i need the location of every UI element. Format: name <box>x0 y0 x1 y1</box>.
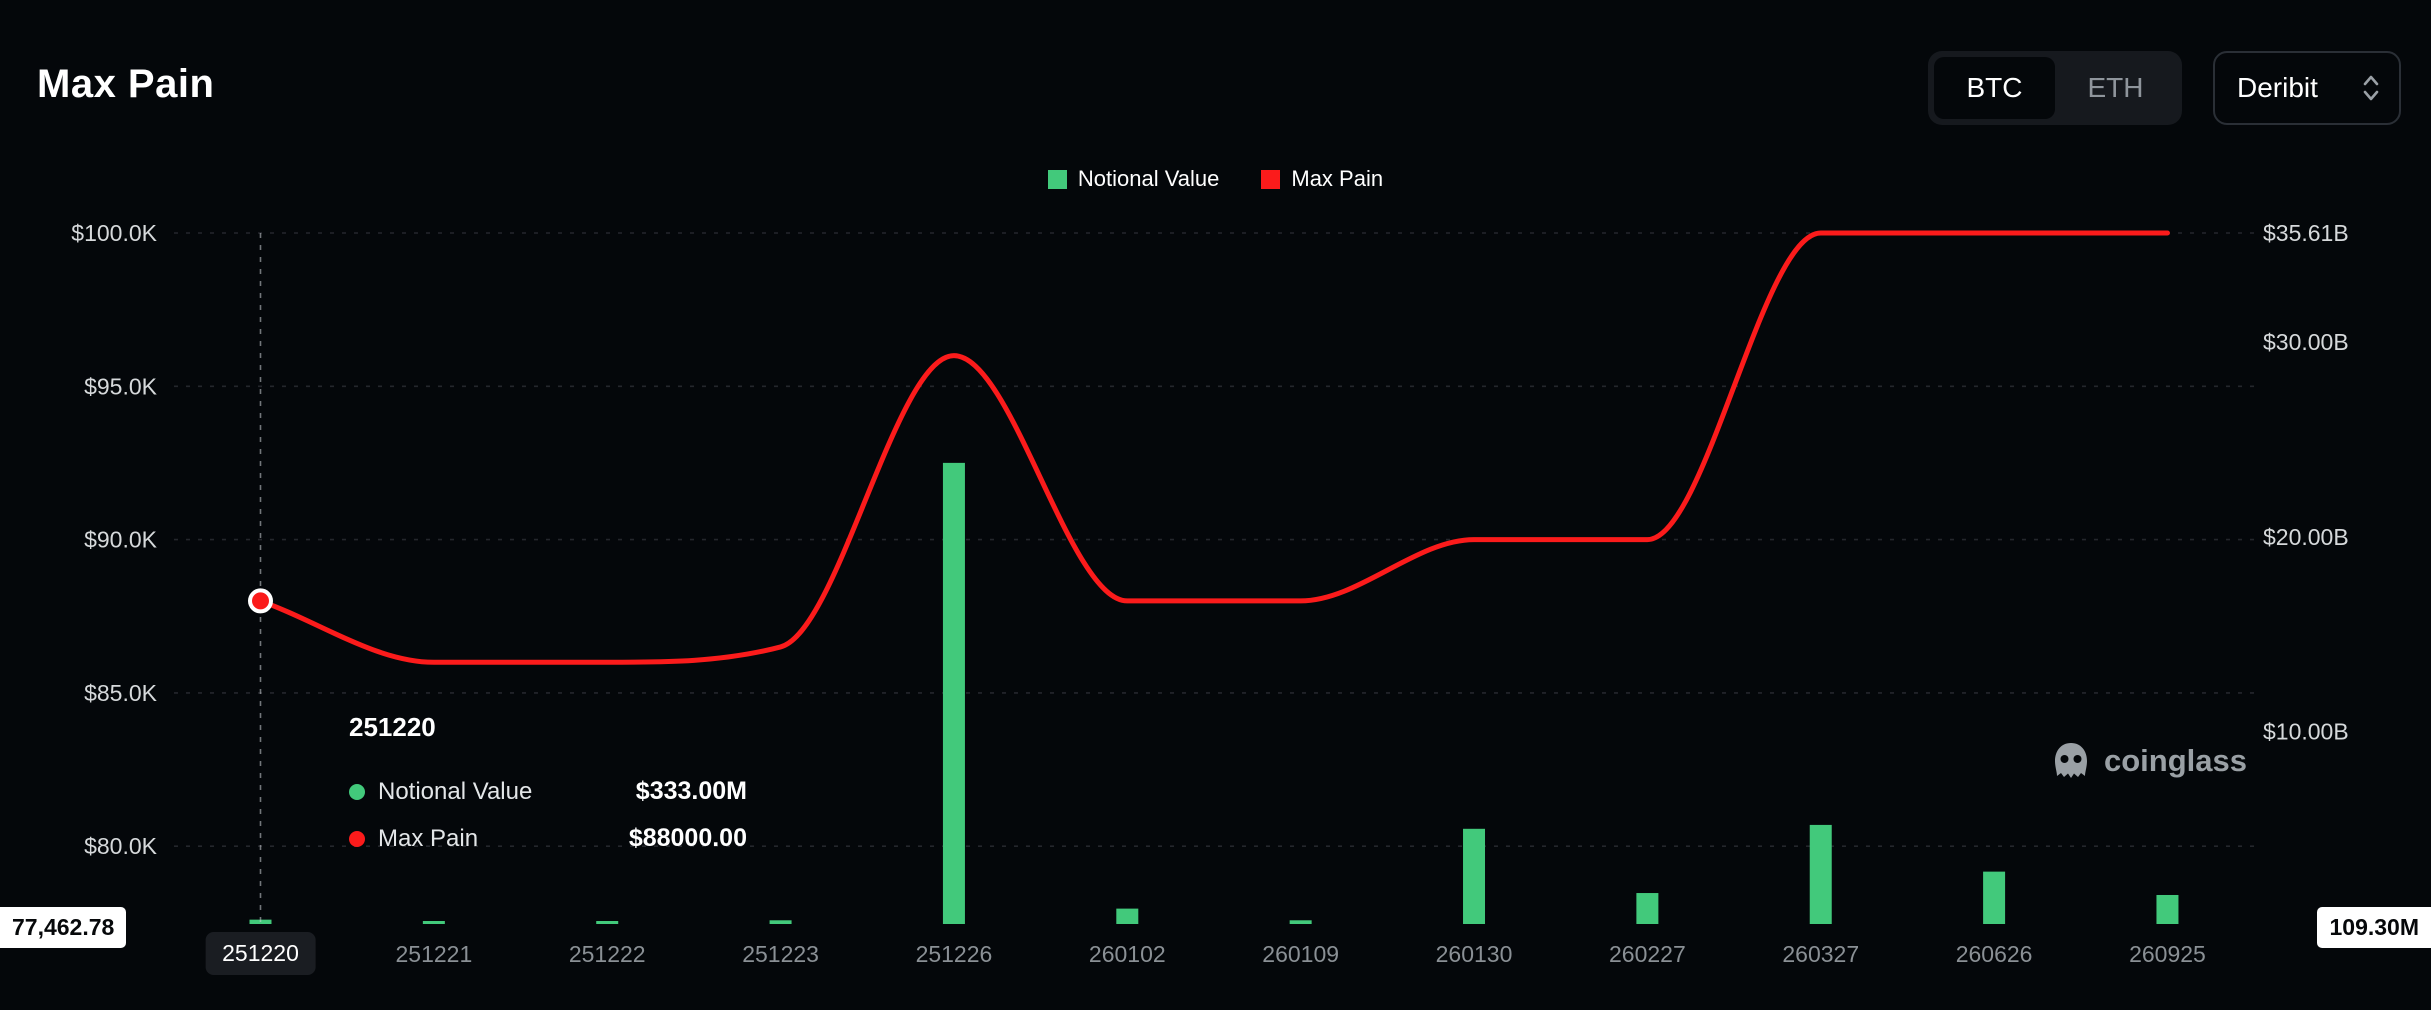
notional-value-bar[interactable] <box>422 921 445 924</box>
page-title: Max Pain <box>37 62 215 106</box>
toggle-btc-button[interactable]: BTC <box>1934 57 2055 119</box>
y-axis-label-left: $80.0K <box>84 833 158 859</box>
notional-value-bar[interactable] <box>1983 871 2006 924</box>
exchange-select[interactable]: Deribit <box>2213 51 2401 125</box>
exchange-select-value: Deribit <box>2237 72 2318 103</box>
max-pain-swatch-icon <box>1261 169 1281 189</box>
notional-value-bar[interactable] <box>1289 920 1312 924</box>
y-axis-label-right: $10.00B <box>2263 718 2349 744</box>
notional-value-bar[interactable] <box>596 921 619 924</box>
y-axis-label-left: $95.0K <box>84 373 158 399</box>
y-axis-label-left: $85.0K <box>84 680 158 706</box>
legend-label-notional-value: Notional Value <box>1077 166 1220 191</box>
notional-value-bar[interactable] <box>1116 908 1139 924</box>
notional-value-bar[interactable] <box>1463 828 1486 924</box>
y-axis-label-left: $100.0K <box>71 220 157 246</box>
y-axis-label-right: $35.61B <box>2263 220 2349 246</box>
notional-value-bar[interactable] <box>1809 824 1832 924</box>
notional-value-bar[interactable] <box>942 462 965 924</box>
right-axis-min-badge: 109.30M <box>2317 907 2431 948</box>
legend-item-max-pain[interactable]: Max Pain <box>1261 166 1383 192</box>
legend-item-notional-value[interactable]: Notional Value <box>1047 166 1220 192</box>
highlight-dot <box>248 588 273 614</box>
updown-chevron-icon <box>2363 75 2379 101</box>
toggle-eth-button[interactable]: ETH <box>2087 72 2144 103</box>
max-pain-line[interactable] <box>258 230 2170 665</box>
asset-toggle: BTC ETH <box>1928 51 2182 125</box>
notional-value-swatch-icon <box>1047 169 1067 189</box>
y-axis-label-left: $90.0K <box>84 527 158 553</box>
notional-value-bar[interactable] <box>2156 894 2179 924</box>
y-axis-label-right: $20.00B <box>2263 524 2349 550</box>
left-axis-min-badge: 77,462.78 <box>0 907 127 948</box>
y-axis-label-right: $30.00B <box>2263 329 2349 355</box>
chart-legend: Notional Value Max Pain <box>0 166 2431 192</box>
legend-label-max-pain: Max Pain <box>1291 166 1384 191</box>
notional-value-bar[interactable] <box>769 920 792 924</box>
notional-value-bar[interactable] <box>1636 893 1659 924</box>
